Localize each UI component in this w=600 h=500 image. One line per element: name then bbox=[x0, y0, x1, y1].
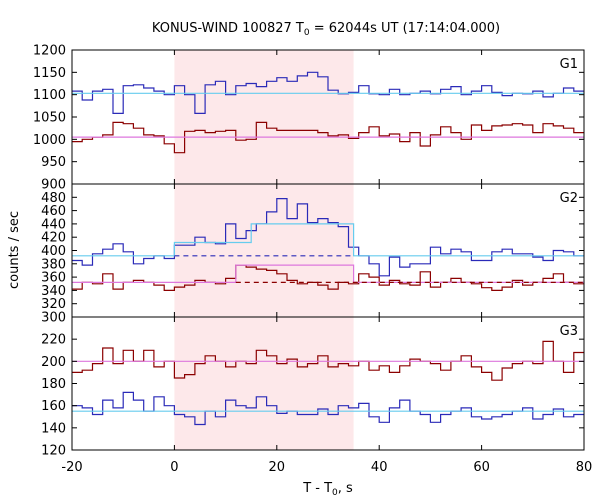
y-tick-label: 420 bbox=[41, 231, 66, 246]
chart-title: KONUS-WIND 100827 T0 = 62044s UT (17:14:… bbox=[152, 21, 500, 38]
series-g2-red-step-1 bbox=[72, 264, 584, 291]
y-tick-label: 1200 bbox=[33, 44, 66, 59]
y-tick-label: 200 bbox=[41, 355, 66, 370]
x-tick-label: 60 bbox=[473, 460, 490, 475]
panel-label-g2: G2 bbox=[560, 191, 578, 206]
panel-label-g1: G1 bbox=[560, 57, 578, 72]
x-axis-label: T - T0, s bbox=[302, 481, 353, 498]
chart-title-suffix: = 62044s UT (17:14:04.000) bbox=[310, 21, 500, 36]
y-tick-label: 160 bbox=[41, 399, 66, 414]
panel-g3: 120 140 160 180 200 220 G3 bbox=[41, 316, 585, 459]
y-tick-label: 950 bbox=[41, 155, 66, 170]
x-axis-label-subscript: 0 bbox=[332, 488, 338, 498]
x-tick-label: -20 bbox=[61, 460, 82, 475]
y-tick-label: 140 bbox=[41, 421, 66, 436]
x-tick-label: 20 bbox=[269, 460, 286, 475]
y-tick-label: 440 bbox=[41, 217, 66, 232]
y-tick-label: 900 bbox=[41, 178, 66, 193]
y-tick-label: 460 bbox=[41, 204, 66, 219]
y-tick-label: 340 bbox=[41, 284, 66, 299]
chart-title-subscript: 0 bbox=[304, 28, 310, 38]
y-tick-label: 1000 bbox=[33, 133, 66, 148]
burst-interval-shading bbox=[174, 50, 354, 450]
x-tick-label: 80 bbox=[576, 460, 593, 475]
y-tick-label: 320 bbox=[41, 297, 66, 312]
y-tick-label: 480 bbox=[41, 191, 66, 206]
series-g2-cyan-step-2 bbox=[72, 223, 584, 257]
panel-label-g3: G3 bbox=[560, 324, 578, 339]
y-tick-label: 300 bbox=[41, 311, 66, 326]
y-tick-label: 1050 bbox=[33, 111, 66, 126]
series-g1-red-step-1 bbox=[72, 121, 584, 154]
y-tick-label: 1100 bbox=[33, 88, 66, 103]
y-tick-label: 1150 bbox=[33, 66, 66, 81]
y-tick-label: 360 bbox=[41, 271, 66, 286]
x-tick-label: 0 bbox=[170, 460, 178, 475]
x-axis-label-prefix: T - T bbox=[302, 481, 332, 496]
series-g3-blue-step-1 bbox=[72, 391, 584, 426]
x-tick-label: 40 bbox=[371, 460, 388, 475]
y-tick-label: 220 bbox=[41, 333, 66, 348]
x-axis-label-suffix: , s bbox=[338, 481, 353, 496]
y-tick-label: 400 bbox=[41, 244, 66, 259]
y-tick-label: 120 bbox=[41, 444, 66, 459]
y-tick-label: 380 bbox=[41, 257, 66, 272]
chart-title-prefix: KONUS-WIND 100827 T bbox=[152, 21, 304, 36]
series-g1-blue-step-0 bbox=[72, 71, 584, 114]
y-axis-label: counts / sec bbox=[7, 211, 22, 289]
plot-area: 90095010001050110011501200G1300320340360… bbox=[33, 44, 592, 476]
y-tick-label: 180 bbox=[41, 377, 66, 392]
